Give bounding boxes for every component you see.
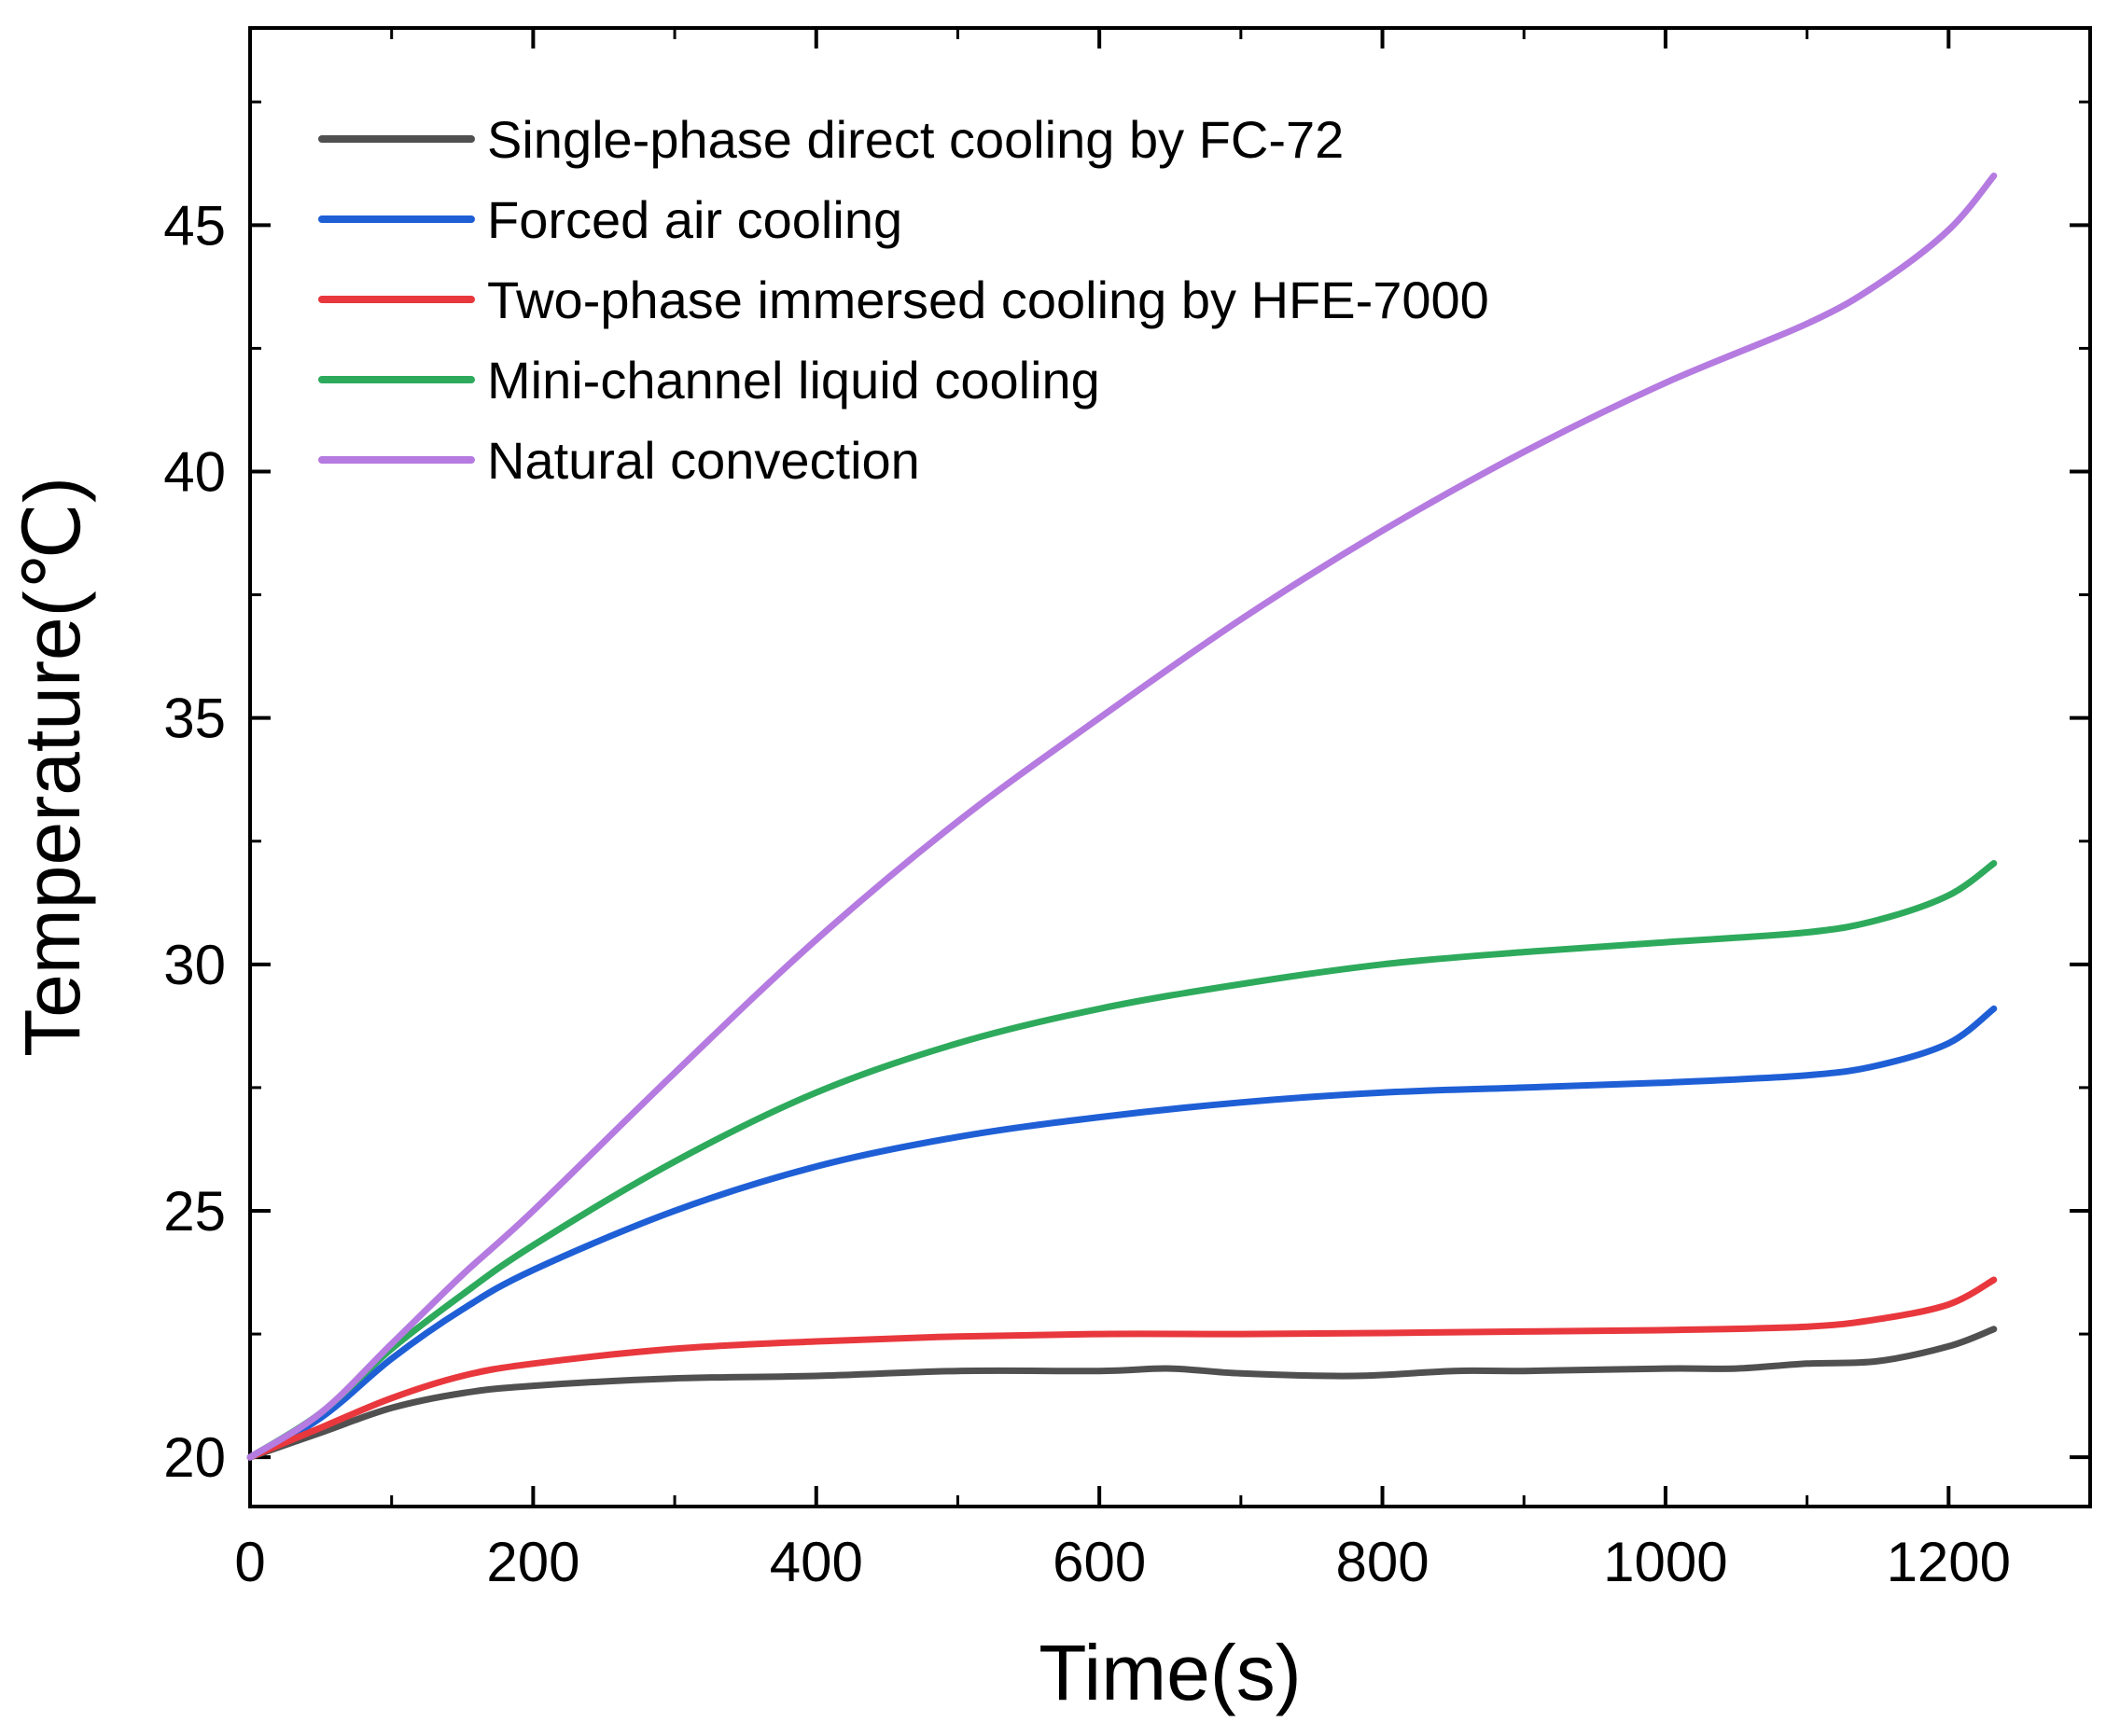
series-line-3 [246,1276,1998,1461]
y-tick-label: 30 [163,934,226,996]
axis-ticks [248,28,2090,1507]
y-tick-label: 20 [163,1426,226,1489]
legend-label-5: Natural convection [487,431,920,490]
x-axis-label: Time(s) [1039,1629,1302,1716]
y-tick-label: 25 [163,1180,226,1243]
series-lines [246,173,1998,1461]
legend-label-1: Single-phase direct cooling by FC-72 [487,110,1344,169]
x-tick-label: 800 [1335,1531,1429,1593]
x-tick-label: 200 [486,1531,579,1593]
series-line-1 [246,1326,1998,1461]
y-tick-label: 40 [163,441,226,504]
y-tick-label: 45 [163,194,226,257]
series-line-2 [246,1005,1998,1461]
legend-label-4: Mini-channel liquid cooling [487,351,1100,410]
series-line-5 [246,173,1998,1461]
x-tick-label: 0 [234,1531,265,1593]
y-axis-label: Temperature(℃) [8,477,96,1057]
plot-frame [248,26,2092,1508]
tick-labels: 0 200 400 600 800 1000 1200 20 25 30 35 40 45 [163,194,2011,1593]
x-tick-label: 400 [770,1531,863,1593]
x-tick-label: 1200 [1887,1531,2011,1593]
x-tick-label: 600 [1053,1531,1146,1593]
legend-label-3: Two-phase immersed cooling by HFE-7000 [487,271,1489,329]
series-line-4 [246,860,1998,1461]
x-tick-label: 1000 [1603,1531,1727,1593]
legend: Single-phase direct cooling by FC-72 Forc… [318,110,1489,490]
y-tick-label: 35 [163,687,226,750]
legend-label-2: Forced air cooling [487,190,902,249]
